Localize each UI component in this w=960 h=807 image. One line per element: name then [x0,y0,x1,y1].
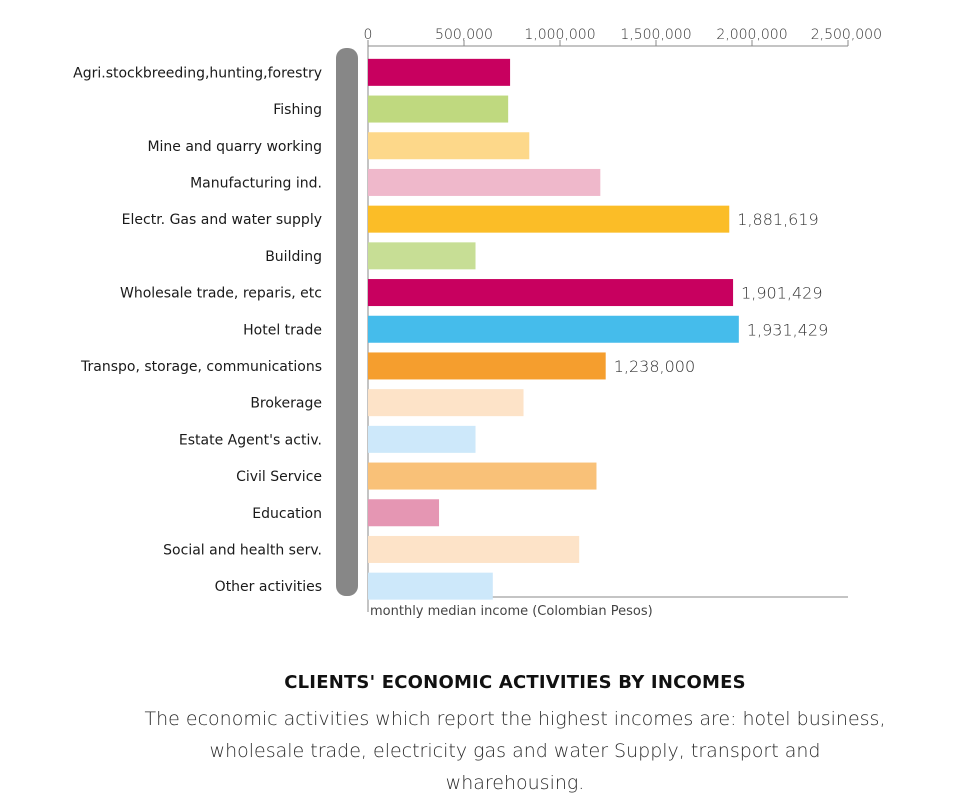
x-axis-label: monthly median income (Colombian Pesos) [370,604,653,619]
data-label: 1,881,619 [737,210,818,229]
category-label: Mine and quarry working [147,139,322,155]
category-label: Fishing [273,102,322,118]
category-label: Transpo, storage, communications [80,359,322,375]
x-tick-label: 1,000,000 [524,27,595,43]
bar [368,572,493,600]
bar [368,58,511,86]
category-label: Social and health serv. [163,542,322,558]
category-label: Estate Agent's activ. [179,432,322,448]
data-label: 1,931,429 [747,320,828,339]
bar [368,242,476,270]
category-label: Agri.stockbreeding,hunting,forestry [73,65,322,81]
x-tick-label: 2,000,000 [716,27,787,43]
bar [368,352,606,380]
category-label: Brokerage [250,396,322,412]
data-label: 1,238,000 [614,357,695,376]
bar [368,389,524,417]
category-labels: Agri.stockbreeding,hunting,forestry Fishi… [73,65,322,595]
x-tick-label: 1,500,000 [620,27,691,43]
bar [368,132,530,160]
data-label: 1,901,429 [741,284,822,303]
category-label: Electr. Gas and water supply [122,212,322,228]
x-tick-label: 500,000 [435,27,493,43]
chart-title: CLIENTS' ECONOMIC ACTIVITIES BY INCOMES [284,672,746,693]
bar [368,462,597,490]
category-side-band [336,48,358,596]
category-label: Civil Service [236,469,322,485]
side-band [336,48,358,596]
bar [368,425,476,453]
category-label: Building [265,249,322,265]
bar [368,95,509,123]
category-label: Education [252,506,322,522]
bars [368,58,739,600]
category-label: Hotel trade [243,322,322,338]
bar [368,168,601,196]
value-labels: 1,881,619 1,901,429 1,931,429 1,238,000 [614,210,829,376]
bar [368,499,440,527]
category-label: Manufacturing ind. [190,175,322,191]
bar [368,315,739,343]
bar-chart: 0 500,000 1,000,000 1,500,000 2,000,000 2,500… [73,27,882,619]
bar [368,205,730,233]
bar [368,535,580,563]
x-tick-label: 0 [364,27,373,43]
x-tick-label: 2,500,000 [811,27,882,43]
chart-subtitle: The economic activities which report the… [144,708,886,794]
bar [368,279,734,307]
category-label: Wholesale trade, reparis, etc [120,286,322,302]
category-label: Other activities [215,579,322,595]
